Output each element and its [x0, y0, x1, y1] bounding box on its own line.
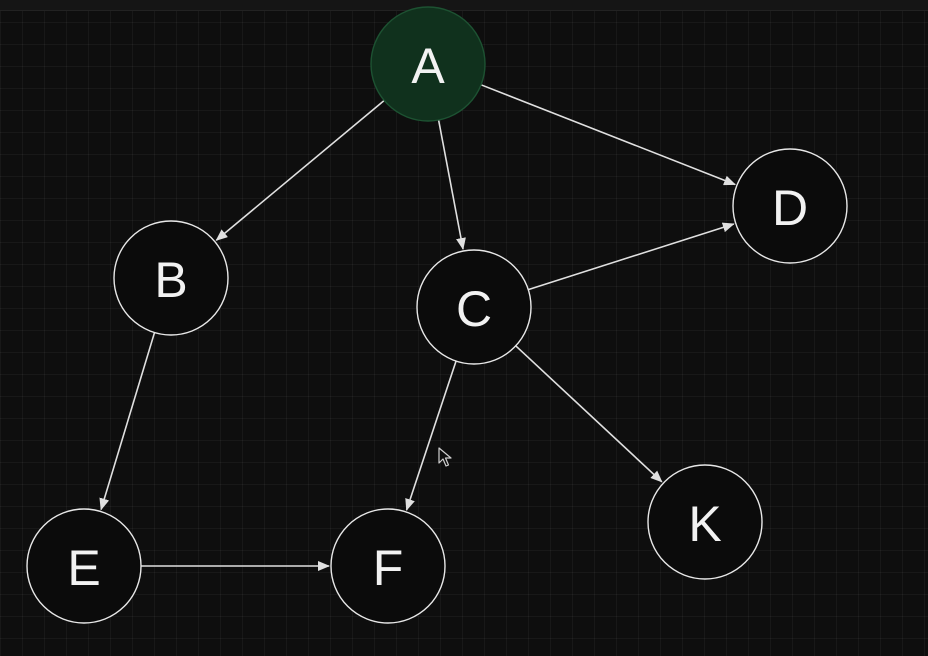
edge-c-k[interactable]: [515, 345, 663, 483]
edge-c-d[interactable]: [528, 222, 735, 291]
edge-a-d[interactable]: [480, 84, 737, 186]
node-b[interactable]: B: [113, 220, 229, 336]
edge-b-e[interactable]: [99, 332, 156, 511]
edge-a-b[interactable]: [215, 99, 385, 241]
node-f[interactable]: F: [330, 508, 446, 624]
node-circle[interactable]: [113, 220, 229, 336]
node-label: C: [456, 281, 492, 337]
nodes-layer: A B C D E F K: [26, 6, 848, 624]
edges-layer: [99, 84, 737, 571]
edge-c-f[interactable]: [405, 360, 457, 511]
node-label: B: [154, 252, 187, 308]
node-circle[interactable]: [732, 148, 848, 264]
node-d[interactable]: D: [732, 148, 848, 264]
node-circle[interactable]: [370, 6, 486, 122]
node-label: E: [67, 540, 100, 596]
edge-a-c[interactable]: [437, 119, 466, 251]
node-c[interactable]: C: [416, 249, 532, 365]
node-label: A: [411, 38, 445, 94]
node-a[interactable]: A: [370, 6, 486, 122]
node-label: D: [772, 180, 808, 236]
node-label: K: [688, 496, 721, 552]
node-circle[interactable]: [647, 464, 763, 580]
node-label: F: [373, 540, 404, 596]
mouse-pointer-icon: [438, 447, 452, 467]
top-toolbar-strip: [0, 0, 928, 11]
node-circle[interactable]: [26, 508, 142, 624]
node-circle[interactable]: [330, 508, 446, 624]
node-e[interactable]: E: [26, 508, 142, 624]
node-circle[interactable]: [416, 249, 532, 365]
node-k[interactable]: K: [647, 464, 763, 580]
